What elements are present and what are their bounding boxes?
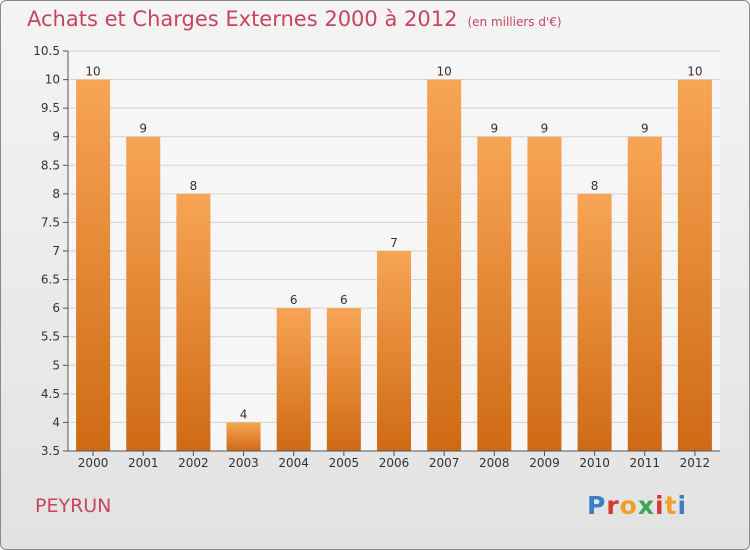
y-tick-label: 4 <box>52 415 60 429</box>
x-tick-label: 2009 <box>529 456 560 470</box>
bar-2007 <box>427 79 462 452</box>
bar-2012 <box>677 79 712 452</box>
y-tick-label: 7 <box>52 244 60 258</box>
x-tick-label: 2011 <box>629 456 660 470</box>
logo-letter: r <box>606 491 620 520</box>
x-tick-label: 2007 <box>429 456 460 470</box>
x-tick-label: 2000 <box>78 456 109 470</box>
bar-2011 <box>627 136 662 451</box>
data-label: 9 <box>490 122 498 136</box>
bar-2009 <box>527 136 562 451</box>
y-tick-label: 6 <box>52 301 60 315</box>
logo-letter: o <box>619 491 638 520</box>
x-tick-label: 2004 <box>278 456 309 470</box>
labels: 10 9 8 4 6 6 7 10 9 9 8 9 10 <box>85 65 702 422</box>
x-tick-label: 2006 <box>379 456 410 470</box>
bar-2010 <box>577 193 612 451</box>
data-label: 4 <box>240 407 248 421</box>
chart-title-text: Achats et Charges Externes 2000 à 2012 <box>27 7 458 31</box>
x-tick-label: 2001 <box>128 456 159 470</box>
bar-2003 <box>226 422 261 451</box>
place-name: PEYRUN <box>35 495 112 517</box>
x-tick-label: 2002 <box>178 456 209 470</box>
data-label: 9 <box>641 122 649 136</box>
logo-letter: i <box>655 491 665 520</box>
logo-letter: i <box>677 491 688 520</box>
x-tick-label: 2010 <box>579 456 610 470</box>
logo-letter: x <box>637 491 655 520</box>
bar-2004 <box>276 308 311 451</box>
y-tick-label: 8 <box>52 187 60 201</box>
data-label: 10 <box>437 65 452 79</box>
bar-2005 <box>326 308 361 451</box>
data-label: 6 <box>340 293 348 307</box>
data-label: 8 <box>190 179 198 193</box>
y-tick-label: 7.5 <box>41 215 60 229</box>
x-tick-label: 2008 <box>479 456 510 470</box>
data-label: 10 <box>687 65 702 79</box>
chart-subtitle: (en milliers d'€) <box>467 15 562 29</box>
bar-2000 <box>76 79 111 452</box>
y-tick-label: 4.5 <box>41 387 60 401</box>
axes: 3.5 4 4.5 5 5.5 6 6.5 7 7.5 8 8.5 9 9.5 10 10.5 2000 200… <box>33 44 720 470</box>
y-tick-label: 9 <box>52 130 60 144</box>
data-label: 8 <box>591 179 599 193</box>
x-tick-label: 2012 <box>680 456 711 470</box>
x-tick-label: 2005 <box>329 456 360 470</box>
data-label: 10 <box>85 65 100 79</box>
data-label: 9 <box>139 122 147 136</box>
chart-title: Achats et Charges Externes 2000 à 2012 (e… <box>27 7 562 31</box>
bar-2008 <box>477 136 512 451</box>
y-tick-label: 9.5 <box>41 101 60 115</box>
data-label: 6 <box>290 293 298 307</box>
y-tick-label: 5.5 <box>41 330 60 344</box>
x-tick-label: 2003 <box>228 456 259 470</box>
proxiti-logo[interactable]: Proxiti <box>587 491 687 520</box>
bars <box>76 79 712 452</box>
data-label: 7 <box>390 236 398 250</box>
y-tick-label: 10.5 <box>33 44 60 58</box>
logo-letter: t <box>664 491 678 520</box>
y-tick-label: 8.5 <box>41 158 60 172</box>
y-tick-label: 5 <box>52 358 60 372</box>
logo-letter: P <box>587 491 607 520</box>
bar-2006 <box>377 251 411 451</box>
y-tick-label: 10 <box>45 73 60 87</box>
data-label: 9 <box>541 122 549 136</box>
bar-2001 <box>126 136 161 451</box>
y-tick-label: 6.5 <box>41 273 60 287</box>
y-tick-label: 3.5 <box>41 444 60 458</box>
bar-2002 <box>176 193 211 451</box>
